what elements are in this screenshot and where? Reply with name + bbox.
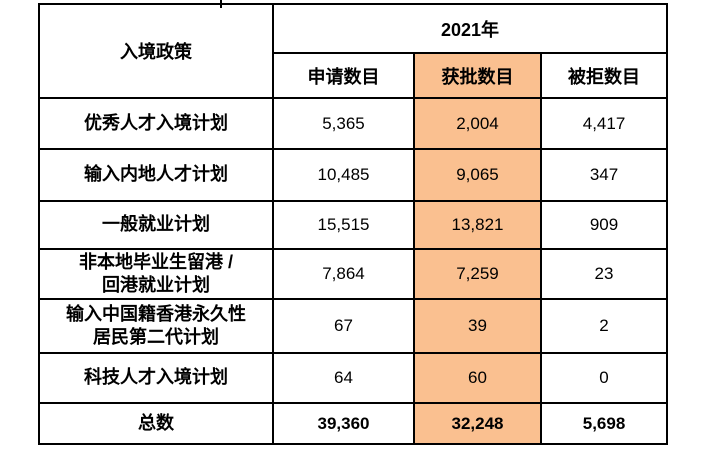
policy-label-cell: 非本地毕业生留港 / 回港就业计划	[38, 248, 274, 300]
approved-value-cell: 9,065	[413, 148, 542, 202]
rejected-column-header: 被拒数目	[539, 52, 669, 99]
rejected-value-cell: 2	[539, 298, 669, 354]
immigration-statistics-table: 入境政策 2021年 申请数目 获批数目 被拒数目 优秀人才入境计划 5,365…	[38, 3, 669, 445]
applied-value-cell: 67	[272, 298, 415, 354]
applied-value-cell: 7,864	[272, 248, 415, 300]
total-rejected-cell: 5,698	[539, 402, 669, 445]
table-row: 科技人才入境计划 64 60 0	[38, 352, 669, 404]
policy-label-cell: 输入内地人才计划	[38, 148, 274, 202]
applied-value-cell: 15,515	[272, 200, 415, 250]
header-row-year: 入境政策 2021年	[38, 3, 669, 99]
rejected-value-cell: 23	[539, 248, 669, 300]
rejected-value-cell: 4,417	[539, 97, 669, 150]
policy-column-header: 入境政策	[38, 3, 274, 99]
rejected-value-cell: 347	[539, 148, 669, 202]
applied-value-cell: 64	[272, 352, 415, 404]
rejected-value-cell: 909	[539, 200, 669, 250]
table-row: 优秀人才入境计划 5,365 2,004 4,417	[38, 97, 669, 150]
total-approved-cell: 32,248	[413, 402, 542, 445]
table-row: 输入内地人才计划 10,485 9,065 347	[38, 148, 669, 202]
policy-label-cell: 一般就业计划	[38, 200, 274, 250]
total-row: 总数 39,360 32,248 5,698	[38, 402, 669, 445]
approved-value-cell: 60	[413, 352, 542, 404]
table-row: 输入中国籍香港永久性 居民第二代计划 67 39 2	[38, 298, 669, 354]
applied-value-cell: 5,365	[272, 97, 415, 150]
year-header: 2021年	[271, 3, 669, 54]
policy-label-cell: 科技人才入境计划	[38, 352, 274, 404]
table-row: 一般就业计划 15,515 13,821 909	[38, 200, 669, 250]
approved-value-cell: 2,004	[413, 97, 542, 150]
policy-label-cell: 优秀人才入境计划	[38, 97, 274, 150]
approved-value-cell: 39	[413, 298, 542, 354]
immigration-statistics-table-container: 入境政策 2021年 申请数目 获批数目 被拒数目 优秀人才入境计划 5,365…	[38, 3, 669, 445]
total-label-cell: 总数	[38, 402, 274, 445]
applied-value-cell: 10,485	[272, 148, 415, 202]
rejected-value-cell: 0	[539, 352, 669, 404]
table-row: 非本地毕业生留港 / 回港就业计划 7,864 7,259 23	[38, 248, 669, 300]
total-applied-cell: 39,360	[272, 402, 415, 445]
applied-column-header: 申请数目	[272, 52, 415, 99]
header-row-sub: 申请数目 获批数目 被拒数目	[39, 52, 669, 99]
policy-label-cell: 输入中国籍香港永久性 居民第二代计划	[38, 298, 274, 354]
approved-value-cell: 13,821	[413, 200, 542, 250]
approved-column-header: 获批数目	[413, 52, 542, 99]
approved-value-cell: 7,259	[413, 248, 542, 300]
